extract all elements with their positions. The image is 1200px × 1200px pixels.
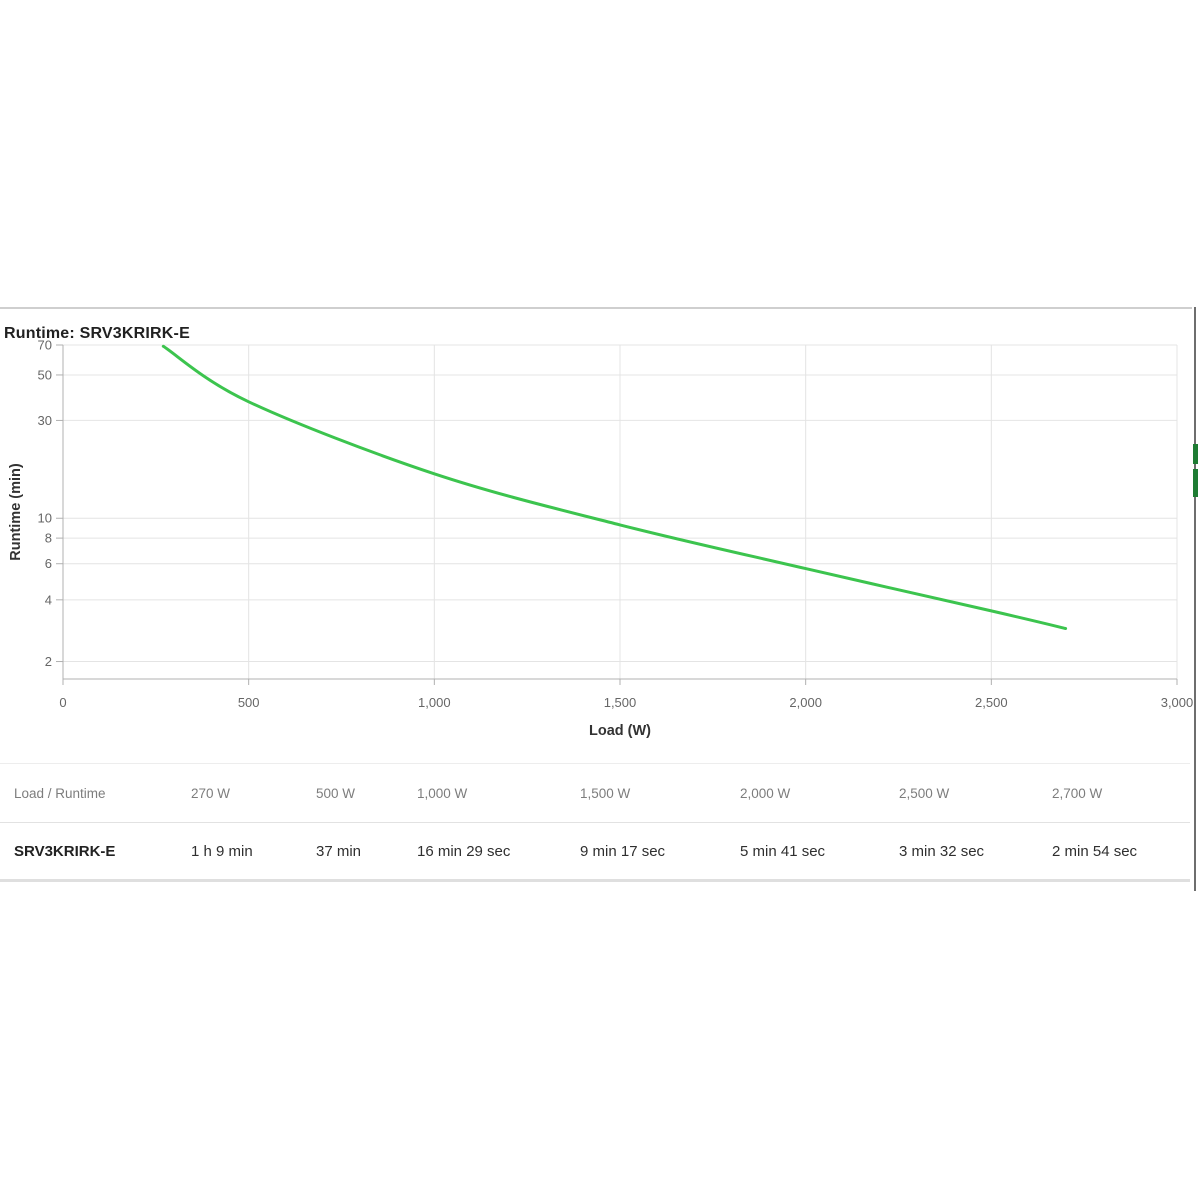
table-column-header: 1,500 W: [580, 785, 631, 801]
table-column-header: 500 W: [316, 785, 356, 801]
table-cell-value: 2 min 54 sec: [1052, 842, 1138, 860]
table-bottom-divider: [0, 879, 1190, 882]
table-corner-label: Load / Runtime: [14, 785, 106, 801]
page-title: Runtime: SRV3KRIRK-E: [4, 324, 190, 342]
runtime-curve[interactable]: [161, 344, 1068, 630]
y-tick-label: 4: [45, 592, 52, 607]
y-tick-label: 6: [45, 556, 52, 571]
x-tick-label: 1,000: [418, 695, 451, 710]
table-column-header: 2,500 W: [899, 785, 950, 801]
x-tick-label: 2,000: [789, 695, 822, 710]
x-tick-label: 500: [238, 695, 260, 710]
x-tick-label: 3,000: [1161, 695, 1194, 710]
x-tick-label: 1,500: [604, 695, 637, 710]
y-tick-label: 2: [45, 654, 52, 669]
table-middle-divider: [0, 822, 1190, 823]
x-tick-label: 2,500: [975, 695, 1008, 710]
y-axis-title: Runtime (min): [8, 463, 24, 561]
table-cell-value: 5 min 41 sec: [740, 842, 826, 860]
y-tick-label: 10: [38, 511, 52, 526]
table-row-label: SRV3KRIRK-E: [14, 842, 116, 860]
table-cell-value: 16 min 29 sec: [417, 842, 511, 860]
table-cell-value: 3 min 32 sec: [899, 842, 985, 860]
x-axis-title: Load (W): [589, 723, 651, 739]
scrollbar[interactable]: [1194, 307, 1196, 891]
x-tick-label: 0: [59, 695, 66, 710]
table-header-row: Load / Runtime 270 W 500 W 1,000 W 1,500 W 2,…: [0, 764, 1190, 822]
y-tick-label: 50: [38, 367, 52, 382]
y-tick-label: 8: [45, 531, 52, 546]
table-column-header: 1,000 W: [417, 785, 468, 801]
table-column-header: 270 W: [191, 785, 231, 801]
top-divider: [0, 307, 1192, 309]
runtime-chart: 70 50 30 10 8 6 4 2 0 500 1,000 1,500 2,000 2,500 3,00…: [8, 338, 1194, 740]
table-cell-value: 37 min: [316, 842, 362, 860]
table-cell-value: 1 h 9 min: [191, 842, 253, 860]
scrollbar-marker: [1193, 444, 1198, 464]
table-data-row: SRV3KRIRK-E 1 h 9 min 37 min 16 min 29 sec 9…: [0, 823, 1190, 879]
table-top-divider: [0, 763, 1190, 764]
table-column-header: 2,700 W: [1052, 785, 1103, 801]
table-cell-value: 9 min 17 sec: [580, 842, 666, 860]
y-tick-label: 70: [38, 338, 52, 353]
y-tick-label: 30: [38, 413, 52, 428]
scrollbar-marker: [1193, 469, 1198, 497]
table-column-header: 2,000 W: [740, 785, 791, 801]
